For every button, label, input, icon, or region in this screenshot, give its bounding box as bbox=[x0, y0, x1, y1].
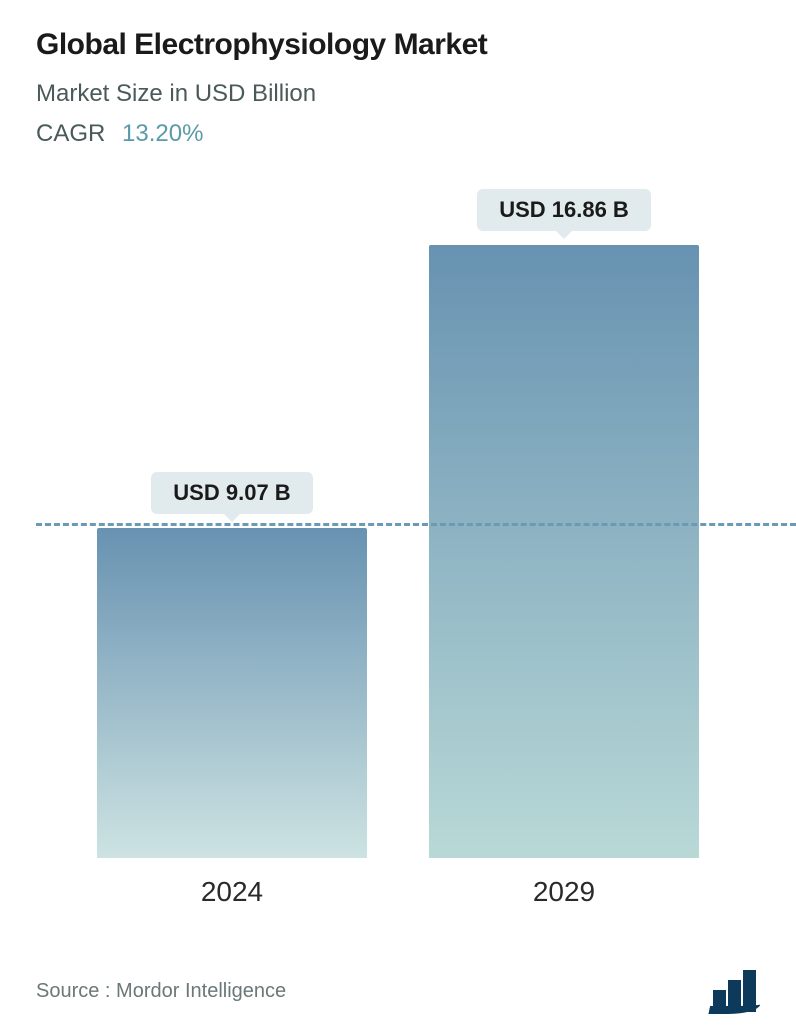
value-label-2029: USD 16.86 B bbox=[477, 189, 651, 231]
bar-2029 bbox=[429, 245, 699, 858]
value-label-2024: USD 9.07 B bbox=[151, 472, 312, 514]
x-axis-labels: 2024 2029 bbox=[36, 876, 760, 908]
cagr-label: CAGR bbox=[36, 120, 105, 147]
source-label: Source : bbox=[36, 980, 110, 1002]
x-label-2029: 2029 bbox=[424, 876, 704, 908]
chart-subtitle: Market Size in USD Billion bbox=[36, 80, 760, 108]
bars-container: USD 9.07 B USD 16.86 B bbox=[36, 178, 760, 858]
source-attribution: Source : Mordor Intelligence bbox=[36, 980, 286, 1003]
source-name: Mordor Intelligence bbox=[116, 980, 286, 1002]
cagr-value: 13.20% bbox=[122, 120, 203, 147]
mordor-logo-icon bbox=[713, 970, 760, 1012]
cagr-row: CAGR 13.20% bbox=[36, 120, 760, 148]
chart-title: Global Electrophysiology Market bbox=[36, 28, 760, 62]
bar-group-2024: USD 9.07 B bbox=[92, 472, 372, 858]
reference-dashed-line bbox=[36, 523, 796, 526]
bar-chart: USD 9.07 B USD 16.86 B bbox=[36, 178, 760, 858]
x-label-2024: 2024 bbox=[92, 876, 372, 908]
footer: Source : Mordor Intelligence bbox=[36, 970, 760, 1012]
bar-2024 bbox=[97, 528, 367, 858]
